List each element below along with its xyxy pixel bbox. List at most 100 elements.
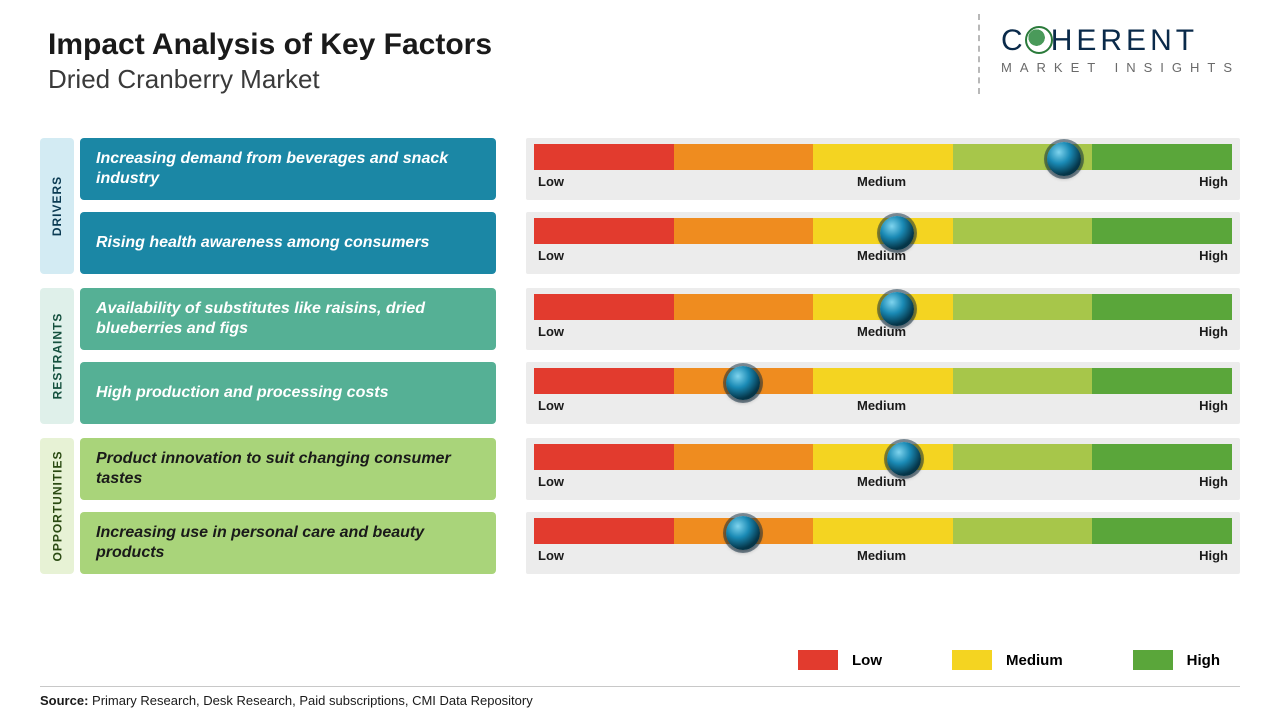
category-label: DRIVERS — [50, 176, 64, 236]
impact-gauge: Low Medium High — [526, 512, 1240, 574]
gauge-bar — [534, 444, 1232, 470]
factor-row: Product innovation to suit changing cons… — [80, 438, 1240, 500]
category-label: RESTRAINTS — [50, 313, 64, 400]
category-group: DRIVERS Increasing demand from beverages … — [40, 138, 1240, 274]
gauge-segment — [813, 444, 953, 470]
gauge-segment — [674, 368, 814, 394]
gauge-segment — [1092, 368, 1232, 394]
gauge-segment — [953, 294, 1093, 320]
legend-swatch — [798, 650, 838, 670]
factor-label: Product innovation to suit changing cons… — [80, 438, 496, 500]
gauge-segment — [534, 368, 674, 394]
gauge-labels: Low Medium High — [534, 470, 1232, 495]
gauge-bar — [534, 294, 1232, 320]
gauge-segment — [1092, 294, 1232, 320]
factor-label: Increasing demand from beverages and sna… — [80, 138, 496, 200]
gauge-segment — [1092, 218, 1232, 244]
logo-text-post: HERENT — [1051, 24, 1198, 57]
factor-label: Rising health awareness among consumers — [80, 212, 496, 274]
gauge-label-medium: Medium — [857, 398, 906, 413]
gauge-segment — [534, 518, 674, 544]
factor-row: Increasing demand from beverages and sna… — [80, 138, 1240, 200]
gauge-segment — [1092, 144, 1232, 170]
gauge-segment — [953, 218, 1093, 244]
category-rows: Product innovation to suit changing cons… — [80, 438, 1240, 574]
gauge-label-low: Low — [538, 398, 564, 413]
gauge-labels: LowMediumHigh — [534, 320, 1232, 345]
legend: Low Medium High — [798, 650, 1220, 670]
gauge-segment — [674, 444, 814, 470]
source-prefix: Source: — [40, 693, 88, 708]
impact-gauge: LowMediumHigh — [526, 212, 1240, 274]
gauge-label-medium: Medium — [857, 174, 906, 189]
factor-row: Increasing use in personal care and beau… — [80, 512, 1240, 574]
logo-subtext: MARKET INSIGHTS — [1001, 60, 1240, 75]
gauge-bar — [534, 218, 1232, 244]
gauge-label-low: Low — [538, 174, 564, 189]
gauge-label-high: High — [1199, 324, 1228, 339]
gauge-segment — [813, 368, 953, 394]
gauge-labels: Low Medium High — [534, 544, 1232, 569]
gauge-label-low: Low — [538, 324, 564, 339]
legend-swatch — [952, 650, 992, 670]
globe-icon — [1025, 26, 1053, 54]
gauge-label-high: High — [1199, 248, 1228, 263]
gauge-labels: Low Medium High — [534, 394, 1232, 419]
factors-grid: DRIVERS Increasing demand from beverages … — [40, 138, 1240, 588]
factor-row: Rising health awareness among consumersL… — [80, 212, 1240, 274]
factor-label: Availability of substitutes like raisins… — [80, 288, 496, 350]
gauge-segment — [1092, 518, 1232, 544]
gauge-segment — [813, 294, 953, 320]
gauge-label-high: High — [1199, 398, 1228, 413]
gauge-label-medium: Medium — [857, 248, 906, 263]
logo-separator — [978, 14, 980, 94]
factor-row: High production and processing costs Low M… — [80, 362, 1240, 424]
legend-label: High — [1187, 652, 1220, 669]
logo-text-pre: C — [1001, 24, 1027, 57]
legend-swatch — [1133, 650, 1173, 670]
category-tab: DRIVERS — [40, 138, 74, 274]
gauge-segment — [674, 218, 814, 244]
category-rows: Availability of substitutes like raisins… — [80, 288, 1240, 424]
gauge-label-medium: Medium — [857, 474, 906, 489]
gauge-label-high: High — [1199, 474, 1228, 489]
brand-logo: C HERENT MARKET INSIGHTS — [1001, 24, 1240, 75]
gauge-bar — [534, 368, 1232, 394]
factor-row: Availability of substitutes like raisins… — [80, 288, 1240, 350]
gauge-segment — [813, 218, 953, 244]
legend-label: Medium — [1006, 652, 1063, 669]
factor-label: Increasing use in personal care and beau… — [80, 512, 496, 574]
gauge-segment — [953, 518, 1093, 544]
category-group: RESTRAINTS Availability of substitutes li… — [40, 288, 1240, 424]
impact-gauge: LowMediumHigh — [526, 288, 1240, 350]
gauge-segment — [953, 144, 1093, 170]
legend-item: High — [1133, 650, 1220, 670]
gauge-labels: LowMediumHigh — [534, 170, 1232, 195]
gauge-bar — [534, 144, 1232, 170]
gauge-segment — [534, 144, 674, 170]
gauge-segment — [953, 444, 1093, 470]
gauge-segment — [674, 144, 814, 170]
legend-item: Low — [798, 650, 882, 670]
gauge-segment — [813, 518, 953, 544]
gauge-label-low: Low — [538, 548, 564, 563]
gauge-segment — [674, 294, 814, 320]
source-text: Primary Research, Desk Research, Paid su… — [88, 693, 532, 708]
gauge-segment — [953, 368, 1093, 394]
legend-item: Medium — [952, 650, 1063, 670]
category-tab: OPPORTUNITIES — [40, 438, 74, 574]
gauge-label-medium: Medium — [857, 548, 906, 563]
category-label: OPPORTUNITIES — [50, 450, 64, 561]
impact-gauge: Low Medium High — [526, 438, 1240, 500]
legend-label: Low — [852, 652, 882, 669]
category-tab: RESTRAINTS — [40, 288, 74, 424]
gauge-label-high: High — [1199, 548, 1228, 563]
gauge-label-low: Low — [538, 474, 564, 489]
gauge-segment — [674, 518, 814, 544]
gauge-bar — [534, 518, 1232, 544]
category-rows: Increasing demand from beverages and sna… — [80, 138, 1240, 274]
factor-label: High production and processing costs — [80, 362, 496, 424]
impact-gauge: LowMediumHigh — [526, 138, 1240, 200]
source-line: Source: Primary Research, Desk Research,… — [40, 686, 1240, 708]
gauge-segment — [534, 294, 674, 320]
